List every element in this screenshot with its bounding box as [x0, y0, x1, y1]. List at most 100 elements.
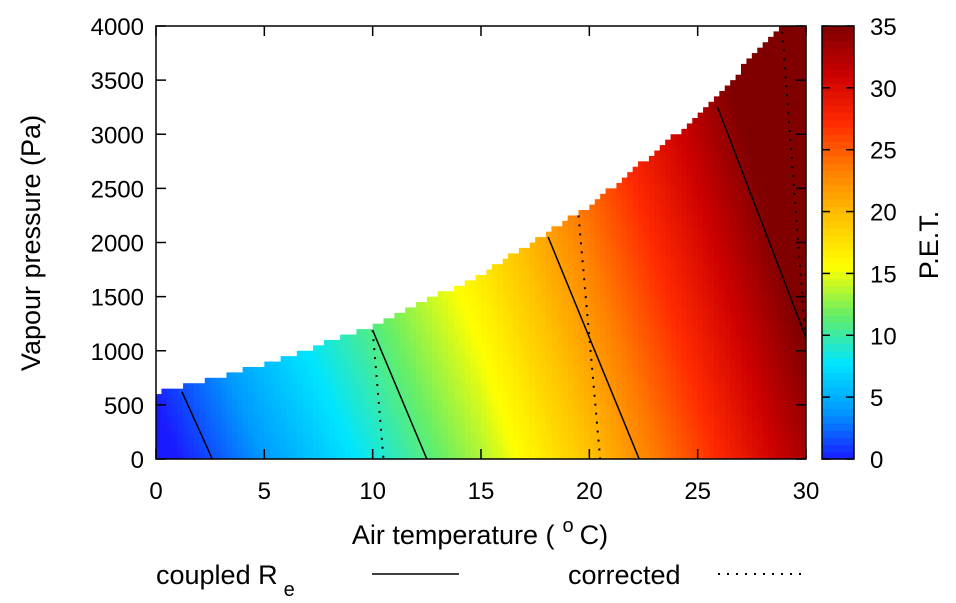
heatmap-cell — [258, 415, 265, 422]
heatmap-cell — [199, 394, 206, 401]
heatmap-cell — [524, 453, 531, 459]
heatmap-cell — [600, 247, 607, 254]
heatmap-cell — [784, 394, 791, 401]
heatmap-cell — [697, 220, 704, 227]
heatmap-cell — [518, 345, 525, 352]
heatmap-cell — [583, 404, 590, 411]
heatmap-cell — [686, 394, 693, 401]
heatmap-cell — [188, 442, 195, 449]
heatmap-cell — [757, 377, 764, 384]
heatmap-cell — [275, 426, 282, 433]
heatmap-cell — [746, 421, 753, 428]
heatmap-cell — [573, 437, 580, 444]
heatmap-cell — [470, 372, 477, 379]
heatmap-cell — [621, 388, 628, 395]
heatmap-cell — [773, 383, 780, 390]
heatmap-cell — [156, 448, 163, 455]
heatmap-cell — [372, 356, 379, 363]
heatmap-cell — [724, 280, 731, 287]
heatmap-cell — [464, 394, 471, 401]
heatmap-cell — [383, 329, 390, 336]
heatmap-cell — [621, 274, 628, 281]
heatmap-cell — [784, 329, 791, 336]
heatmap-cell — [757, 437, 764, 444]
heatmap-cell — [746, 388, 753, 395]
heatmap-cell — [648, 161, 655, 168]
heatmap-cell — [676, 329, 683, 336]
heatmap-cell — [388, 334, 395, 341]
heatmap-cell — [562, 372, 569, 379]
heatmap-cell — [421, 356, 428, 363]
heatmap-cell — [789, 356, 796, 363]
heatmap-cell — [659, 231, 666, 238]
heatmap-cell — [313, 404, 320, 411]
heatmap-cell — [746, 356, 753, 363]
heatmap-cell — [600, 345, 607, 352]
heatmap-cell — [676, 448, 683, 455]
heatmap-cell — [730, 421, 737, 428]
heatmap-cell — [589, 410, 596, 417]
heatmap-cell — [388, 356, 395, 363]
heatmap-cell — [611, 323, 618, 330]
heatmap-cell — [600, 415, 607, 422]
heatmap-cell — [323, 394, 330, 401]
heatmap-cell — [724, 404, 731, 411]
heatmap-cell — [795, 377, 802, 384]
heatmap-cell — [275, 453, 282, 459]
heatmap-cell — [654, 264, 661, 271]
heatmap-cell — [708, 421, 715, 428]
heatmap-cell — [773, 377, 780, 384]
heatmap-cell — [518, 399, 525, 406]
heatmap-cell — [746, 231, 753, 238]
heatmap-cell — [735, 253, 742, 260]
heatmap-cell — [724, 312, 731, 319]
heatmap-cell — [546, 388, 553, 395]
heatmap-cell — [773, 350, 780, 357]
heatmap-cell — [481, 431, 488, 438]
heatmap-cell — [773, 329, 780, 336]
heatmap-cell — [627, 253, 634, 260]
heatmap-cell — [567, 421, 574, 428]
colorbar-tick-label: 25 — [870, 138, 897, 165]
heatmap-cell — [638, 329, 645, 336]
heatmap-cell — [735, 193, 742, 200]
heatmap-cell — [708, 107, 715, 114]
heatmap-cell — [638, 442, 645, 449]
heatmap-cell — [275, 394, 282, 401]
heatmap-cell — [318, 361, 325, 368]
heatmap-cell — [567, 339, 574, 346]
heatmap-cell — [318, 388, 325, 395]
heatmap-cell — [172, 448, 179, 455]
heatmap-cell — [789, 112, 796, 119]
heatmap-cell — [703, 285, 710, 292]
heatmap-cell — [453, 296, 460, 303]
heatmap-cell — [789, 334, 796, 341]
heatmap-cell — [773, 318, 780, 325]
heatmap-cell — [659, 188, 666, 195]
heatmap-cell — [275, 377, 282, 384]
heatmap-cell — [518, 388, 525, 395]
heatmap-cell — [746, 323, 753, 330]
heatmap-cell — [535, 361, 542, 368]
heatmap-cell — [600, 329, 607, 336]
heatmap-cell — [286, 372, 293, 379]
heatmap-cell — [600, 242, 607, 249]
heatmap-cell — [643, 318, 650, 325]
heatmap-cell — [611, 312, 618, 319]
heatmap-cell — [226, 399, 233, 406]
heatmap-cell — [269, 410, 276, 417]
heatmap-cell — [757, 118, 764, 125]
heatmap-cell — [713, 220, 720, 227]
heatmap-cell — [692, 345, 699, 352]
heatmap-cell — [383, 372, 390, 379]
heatmap-cell — [773, 237, 780, 244]
heatmap-cell — [210, 377, 217, 384]
heatmap-cell — [665, 237, 672, 244]
heatmap-cell — [356, 329, 363, 336]
heatmap-cell — [632, 453, 639, 459]
heatmap-cell — [280, 453, 287, 459]
heatmap-cell — [762, 312, 769, 319]
heatmap-cell — [416, 410, 423, 417]
heatmap-cell — [784, 58, 791, 65]
heatmap-cell — [659, 453, 666, 459]
